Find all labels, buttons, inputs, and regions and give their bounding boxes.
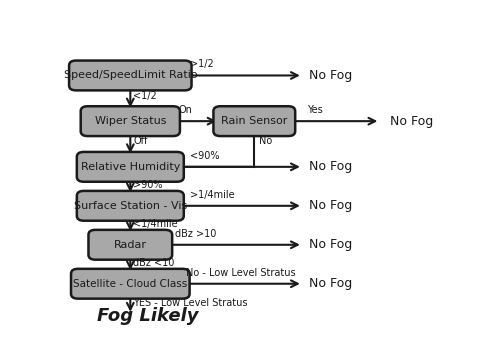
Text: >90%: >90% [133,180,162,190]
Text: On: On [179,105,192,115]
Text: <1/4mile: <1/4mile [133,219,178,229]
Text: No: No [259,136,272,146]
Text: Satellite - Cloud Class: Satellite - Cloud Class [73,279,188,289]
FancyBboxPatch shape [71,269,190,299]
Text: >1/2: >1/2 [190,59,214,69]
Text: dBz >10: dBz >10 [175,229,216,239]
FancyBboxPatch shape [88,230,172,260]
FancyBboxPatch shape [214,106,295,136]
Text: Fog Likely: Fog Likely [98,307,199,325]
Text: Rain Sensor: Rain Sensor [221,116,288,126]
Text: <90%: <90% [190,151,220,161]
Text: Wiper Status: Wiper Status [94,116,166,126]
FancyBboxPatch shape [69,61,192,90]
Text: No Fog: No Fog [308,199,352,212]
FancyBboxPatch shape [77,152,184,182]
Text: Speed/SpeedLimit Ratio: Speed/SpeedLimit Ratio [64,70,197,81]
Text: No Fog: No Fog [308,238,352,251]
Text: >1/4mile: >1/4mile [190,190,235,200]
Text: YES - Low Level Stratus: YES - Low Level Stratus [133,298,248,307]
Text: <1/2: <1/2 [133,91,157,101]
FancyBboxPatch shape [77,191,184,221]
Text: Yes: Yes [306,105,322,115]
Text: dBz <10: dBz <10 [133,258,174,268]
Text: No Fog: No Fog [308,69,352,82]
FancyBboxPatch shape [80,106,180,136]
Text: No Fog: No Fog [308,160,352,173]
Text: No - Low Level Stratus: No - Low Level Stratus [186,268,296,278]
Text: Relative Humidity: Relative Humidity [80,162,180,172]
Text: Surface Station - Vis: Surface Station - Vis [74,201,187,211]
Text: Off: Off [133,136,148,146]
Text: No Fog: No Fog [308,277,352,290]
Text: No Fog: No Fog [390,115,433,128]
Text: Radar: Radar [114,240,147,250]
